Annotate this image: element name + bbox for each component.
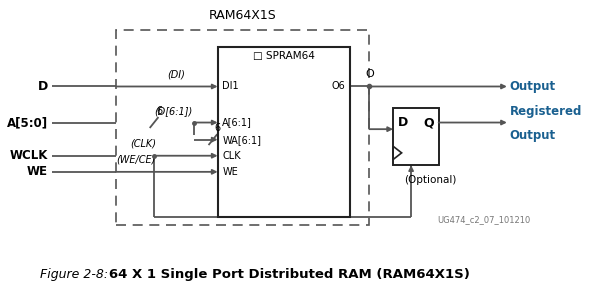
Text: WE: WE [27, 165, 48, 178]
Text: (DI): (DI) [167, 70, 186, 80]
Text: WCLK: WCLK [9, 149, 48, 162]
Text: D: D [38, 80, 48, 93]
Text: Registered: Registered [510, 105, 582, 118]
Text: (D[6:1]): (D[6:1]) [154, 106, 192, 116]
Text: O: O [365, 69, 374, 79]
Text: Output: Output [510, 80, 556, 93]
Text: 64 X 1 Single Port Distributed RAM (RAM64X1S): 64 X 1 Single Port Distributed RAM (RAM6… [95, 268, 470, 281]
Text: (CLK): (CLK) [130, 138, 156, 148]
Text: DI1: DI1 [222, 81, 239, 91]
Text: A[6:1]: A[6:1] [222, 117, 252, 127]
Text: □ SPRAM64: □ SPRAM64 [253, 51, 315, 61]
Bar [217, 47, 350, 217]
Text: (WE/CE): (WE/CE) [116, 154, 156, 164]
Text: A[5:0]: A[5:0] [7, 116, 48, 129]
Text: WE: WE [222, 167, 238, 177]
Text: Output: Output [510, 129, 556, 142]
Text: Q: Q [423, 116, 434, 129]
Text: CLK: CLK [222, 151, 241, 161]
Text: (Optional): (Optional) [404, 175, 456, 185]
Text: 6: 6 [215, 123, 221, 133]
Text: D: D [398, 116, 408, 129]
Text: WA[6:1]: WA[6:1] [222, 135, 261, 145]
Text: UG474_c2_07_101210: UG474_c2_07_101210 [437, 215, 531, 224]
Text: 6: 6 [156, 106, 162, 116]
Text: Figure 2-8:: Figure 2-8: [40, 268, 108, 281]
Bar [393, 108, 439, 165]
Text: O6: O6 [332, 81, 346, 91]
Text: RAM64X1S: RAM64X1S [209, 9, 277, 22]
